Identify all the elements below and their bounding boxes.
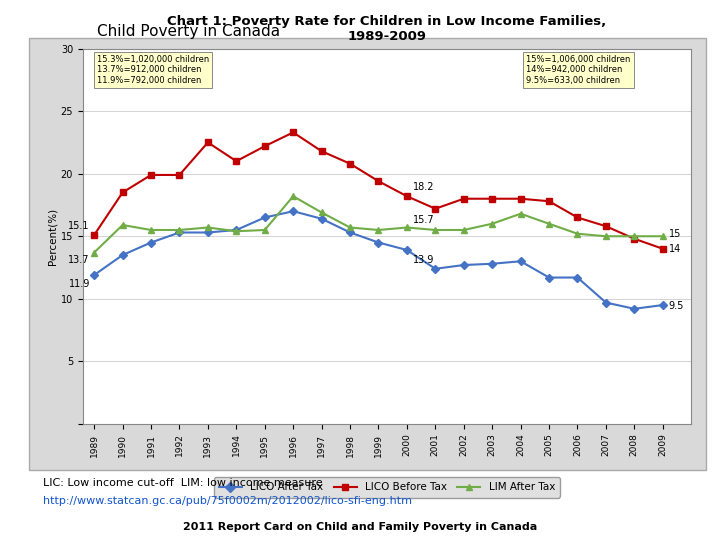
LIM After Tax	[90, 249, 99, 256]
Text: 15%=1,006,000 children
14%=942,000 children
9.5%=633,00 children: 15%=1,006,000 children 14%=942,000 child…	[526, 55, 631, 85]
LICO Before Tax	[488, 195, 497, 202]
LICO After Tax	[545, 274, 554, 281]
LICO Before Tax	[545, 198, 554, 205]
LICO After Tax	[346, 230, 354, 236]
Text: 18.2: 18.2	[413, 183, 434, 192]
LICO Before Tax	[459, 195, 468, 202]
Text: 15: 15	[668, 229, 681, 239]
LIM After Tax	[318, 209, 326, 215]
LICO Before Tax	[630, 235, 639, 242]
Text: LIC: Low income cut-off  LIM: low income measure: LIC: Low income cut-off LIM: low income …	[43, 478, 323, 488]
Line: LICO Before Tax: LICO Before Tax	[91, 130, 665, 252]
LIM After Tax	[147, 227, 156, 233]
LICO After Tax	[573, 274, 582, 281]
LICO After Tax	[431, 266, 440, 272]
LICO After Tax	[318, 215, 326, 222]
LIM After Tax	[289, 193, 297, 199]
Title: Chart 1: Poverty Rate for Children in Low Income Families,
1989-2009: Chart 1: Poverty Rate for Children in Lo…	[167, 15, 607, 43]
LIM After Tax	[602, 233, 611, 239]
Text: 14: 14	[668, 244, 680, 254]
Text: 15.7: 15.7	[413, 215, 434, 225]
LICO Before Tax	[659, 246, 667, 252]
Text: 13.9: 13.9	[413, 255, 434, 265]
LIM After Tax	[261, 227, 269, 233]
Text: 13.7: 13.7	[68, 255, 90, 265]
LICO After Tax	[459, 262, 468, 268]
LICO After Tax	[630, 306, 639, 312]
LICO After Tax	[659, 302, 667, 308]
LIM After Tax	[630, 233, 639, 239]
LIM After Tax	[232, 228, 240, 234]
Text: 9.5: 9.5	[668, 301, 684, 311]
LIM After Tax	[346, 224, 354, 231]
LIM After Tax	[204, 224, 212, 231]
Text: 15.1: 15.1	[68, 221, 90, 231]
LICO Before Tax	[232, 158, 240, 164]
Line: LIM After Tax: LIM After Tax	[91, 193, 665, 255]
LICO Before Tax	[516, 195, 525, 202]
LICO Before Tax	[573, 214, 582, 221]
LIM After Tax	[545, 220, 554, 227]
LICO After Tax	[147, 239, 156, 246]
LICO After Tax	[118, 252, 127, 258]
Legend: LICO After Tax, LICO Before Tax, LIM After Tax: LICO After Tax, LICO Before Tax, LIM Aft…	[214, 477, 560, 497]
LICO After Tax	[602, 299, 611, 306]
LIM After Tax	[459, 227, 468, 233]
LIM After Tax	[488, 220, 497, 227]
LIM After Tax	[175, 227, 184, 233]
LICO Before Tax	[204, 139, 212, 146]
LICO After Tax	[204, 230, 212, 236]
Text: 15.3%=1,020,000 children
13.7%=912,000 children
11.9%=792,000 children: 15.3%=1,020,000 children 13.7%=912,000 c…	[97, 55, 210, 85]
LICO Before Tax	[402, 193, 411, 199]
LICO Before Tax	[175, 172, 184, 178]
Line: LICO After Tax: LICO After Tax	[91, 208, 665, 312]
LICO After Tax	[516, 258, 525, 265]
LICO Before Tax	[374, 178, 383, 185]
LICO After Tax	[488, 260, 497, 267]
LICO Before Tax	[289, 129, 297, 136]
Y-axis label: Percent(%): Percent(%)	[48, 208, 58, 265]
LIM After Tax	[118, 222, 127, 228]
LIM After Tax	[573, 231, 582, 237]
LIM After Tax	[431, 227, 440, 233]
LIM After Tax	[374, 227, 383, 233]
LICO After Tax	[289, 208, 297, 214]
Text: http://www.statcan.gc.ca/pub/75f0002m/2012002/lico-sfi-eng.htm: http://www.statcan.gc.ca/pub/75f0002m/20…	[43, 496, 412, 506]
LICO After Tax	[261, 214, 269, 221]
Text: 2011 Report Card on Child and Family Poverty in Canada: 2011 Report Card on Child and Family Pov…	[183, 522, 537, 532]
Text: 11.9: 11.9	[68, 279, 90, 289]
LICO Before Tax	[118, 189, 127, 195]
LICO After Tax	[374, 239, 383, 246]
LICO After Tax	[90, 272, 99, 278]
LICO Before Tax	[318, 148, 326, 154]
LICO After Tax	[175, 230, 184, 236]
LICO After Tax	[402, 247, 411, 253]
LICO Before Tax	[90, 232, 99, 238]
LIM After Tax	[516, 211, 525, 217]
LIM After Tax	[402, 224, 411, 231]
LICO Before Tax	[147, 172, 156, 178]
LICO Before Tax	[602, 223, 611, 230]
LICO Before Tax	[431, 206, 440, 212]
LICO Before Tax	[261, 143, 269, 150]
LICO Before Tax	[346, 160, 354, 167]
LIM After Tax	[659, 233, 667, 239]
LICO After Tax	[232, 227, 240, 233]
Text: Child Poverty in Canada: Child Poverty in Canada	[97, 24, 280, 39]
